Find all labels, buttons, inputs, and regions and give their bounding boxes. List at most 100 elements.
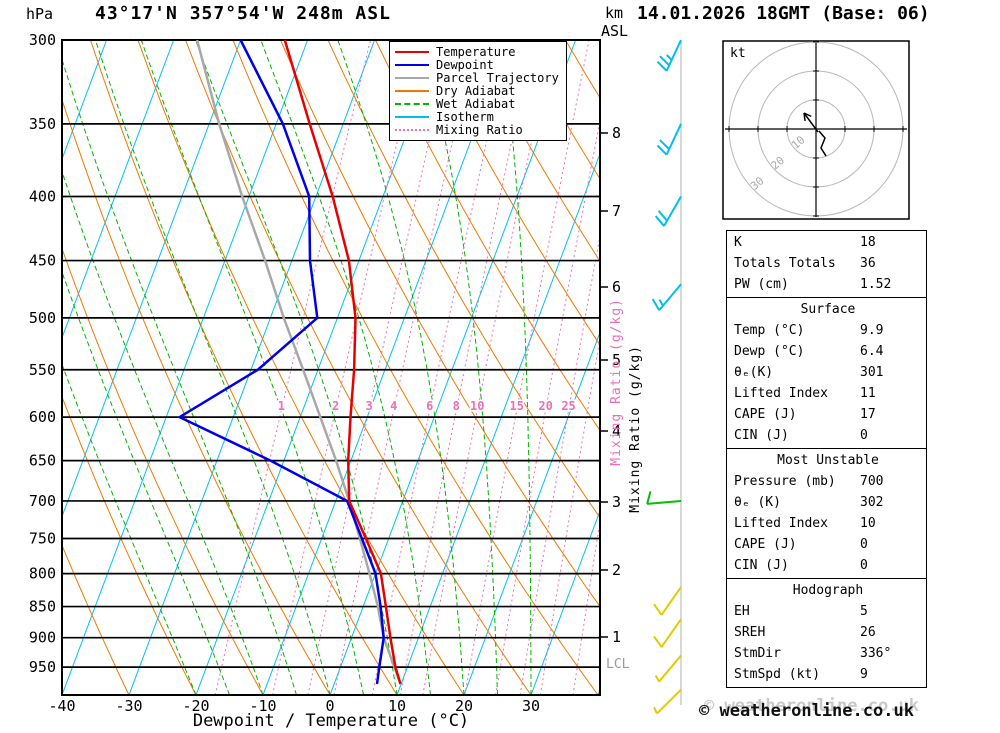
- wind-barb: [653, 688, 682, 715]
- stats-value: 700: [860, 474, 884, 489]
- stats-section-hodograph: Hodograph EH 5 SREH 26 StmDir 336° StmSpd (kt) 9: [727, 578, 926, 687]
- stats-row: SREH 26: [734, 622, 922, 643]
- isotherm-line: [128, 40, 376, 695]
- isotherm-line: [195, 40, 443, 695]
- stats-section-most-unstable: Most Unstable Pressure (mb) 700 θₑ (K) 302 Li…: [727, 448, 926, 578]
- background-lines: [62, 40, 600, 695]
- legend-label: Temperature: [436, 44, 516, 59]
- temperature-tick-label: 20: [455, 697, 473, 715]
- stats-row: EH 5: [734, 601, 922, 622]
- isotherm-line: [396, 152, 600, 695]
- stats-value: 0: [860, 537, 868, 552]
- mixing-ratio-value-label: 25: [561, 399, 575, 413]
- legend-line-sample: [395, 63, 429, 66]
- stats-row: PW (cm) 1.52: [734, 274, 922, 295]
- stats-label: θₑ (K): [734, 495, 781, 510]
- stats-section-header: Surface: [800, 302, 856, 317]
- stats-value: 11: [860, 386, 876, 401]
- legend-entry-isotherm: Isotherm: [395, 110, 559, 123]
- mixing-ratio-line: [371, 40, 510, 695]
- pressure-tick-label: 750: [29, 529, 56, 547]
- stats-row: CAPE (J) 17: [734, 404, 922, 425]
- isotherm-line: [463, 330, 600, 695]
- station-title: 43°17'N 357°54'W 248m ASL: [95, 3, 391, 24]
- pressure-tick-label: 450: [29, 252, 56, 270]
- stats-value: 18: [860, 235, 876, 250]
- km-tick-label: 6: [612, 278, 621, 296]
- isotherm-line: [329, 40, 577, 695]
- stats-value: 6.4: [860, 344, 884, 359]
- stats-value: 9.9: [860, 323, 884, 338]
- isotherm-line: [62, 40, 309, 695]
- mixing-ratio-value-label: 4: [390, 399, 397, 413]
- stats-label: StmSpd (kt): [734, 667, 821, 682]
- legend-line-sample: [395, 89, 429, 92]
- temperature-tick-label: -40: [48, 697, 75, 715]
- legend-line-sample: [395, 102, 429, 105]
- legend-label: Isotherm: [436, 109, 494, 124]
- copyright-watermark: © weatheronline.co.uk: [704, 696, 919, 716]
- stats-section-indices: K 18 Totals Totals 36 PW (cm) 1.52: [727, 231, 926, 297]
- isotherm-line: [530, 509, 600, 695]
- wet-adiabat-line: [62, 170, 264, 695]
- pressure-tick-label: 300: [29, 31, 56, 49]
- legend-label: Parcel Trajectory: [436, 70, 559, 85]
- stats-row: θₑ(K) 301: [734, 362, 922, 383]
- temperature-tick-label: -20: [182, 697, 209, 715]
- wind-barb: [654, 196, 682, 227]
- wind-barb: [656, 39, 682, 72]
- datetime-title: 14.01.2026 18GMT (Base: 06): [637, 3, 930, 24]
- stats-label: CIN (J): [734, 558, 789, 573]
- legend-line-sample: [395, 115, 429, 118]
- mixing-ratio-value-label: 2: [332, 399, 339, 413]
- stats-value: 336°: [860, 646, 892, 661]
- pressure-axis-unit: hPa: [26, 5, 54, 23]
- wet-adiabat-line: [195, 40, 398, 695]
- km-tick-label: 8: [612, 124, 621, 142]
- hodograph-ring-label: 10: [789, 133, 808, 151]
- stats-label: Temp (°C): [734, 323, 805, 338]
- wind-barb: [656, 123, 682, 156]
- lcl-label: LCL: [606, 657, 630, 672]
- km-tick-label: 7: [612, 202, 621, 220]
- mixing-ratio-axis-label-pink: Mixing Ratio (g/kg): [609, 298, 624, 466]
- stats-row: Totals Totals 36: [734, 253, 922, 274]
- pressure-tick-label: 350: [29, 115, 56, 133]
- wet-adiabat-line: [62, 362, 197, 695]
- pressure-tick-label: 600: [29, 408, 56, 426]
- pressure-tick-label: 500: [29, 309, 56, 327]
- stats-row: Dewp (°C) 6.4: [734, 341, 922, 362]
- dry-adiabat-line: [62, 544, 130, 695]
- plot-frame: [61, 39, 601, 696]
- dry-adiabat-line: [470, 40, 600, 263]
- pressure-tick-label: 700: [29, 492, 56, 510]
- isotherm-line: [62, 40, 108, 161]
- km-tick-label: 2: [612, 561, 621, 579]
- temperature-axis-label: Dewpoint / Temperature (°C): [192, 711, 470, 731]
- legend-label: Dry Adiabat: [436, 83, 516, 98]
- altitude-axis-unit-asl: ASL: [601, 22, 629, 40]
- km-tick-label: 1: [612, 628, 621, 646]
- dry-adiabat-line: [422, 40, 600, 346]
- legend-line-sample: [395, 128, 429, 131]
- wind-barb: [651, 283, 682, 311]
- temperature-tick-label: 10: [388, 697, 406, 715]
- wind-barb: [653, 618, 682, 648]
- pressure-tick-label: 800: [29, 565, 56, 583]
- legend-line-sample: [395, 50, 429, 53]
- stats-label: Totals Totals: [734, 256, 836, 271]
- km-tick-label: 5: [612, 351, 621, 369]
- storm-motion-vector: [803, 112, 819, 133]
- legend-entry-mixing-ratio: Mixing Ratio: [395, 123, 559, 136]
- stats-section-header: Hodograph: [792, 583, 864, 598]
- stats-label: CIN (J): [734, 428, 789, 443]
- mixing-ratio-value-label: 15: [510, 399, 524, 413]
- temperature-tick-label: 0: [325, 697, 334, 715]
- wet-adiabat-line: [62, 270, 230, 695]
- legend-line-sample: [395, 76, 429, 79]
- dewpoint-curve: [176, 40, 385, 685]
- chart-legend: Temperature Dewpoint Parcel Trajectory Dry …: [389, 41, 567, 141]
- stats-value: 26: [860, 625, 876, 640]
- km-tick-label: 4: [612, 422, 621, 440]
- stats-row: Lifted Index 11: [734, 383, 922, 404]
